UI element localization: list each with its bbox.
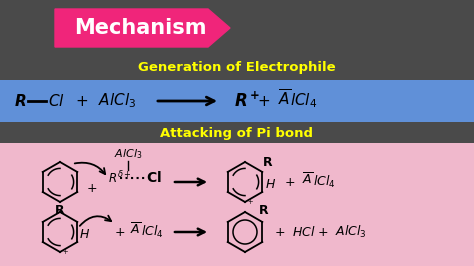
Text: $\mathbf{R}$: $\mathbf{R}$ bbox=[258, 203, 269, 217]
Text: Attacking of Pi bond: Attacking of Pi bond bbox=[161, 127, 313, 139]
Text: $lCl_4$: $lCl_4$ bbox=[141, 224, 164, 240]
Bar bbox=[0, 143, 474, 266]
Text: $HCl$: $HCl$ bbox=[292, 225, 316, 239]
Text: Mechanism: Mechanism bbox=[74, 18, 206, 38]
Text: $H$: $H$ bbox=[265, 177, 276, 190]
Text: $\bfit{R}$: $\bfit{R}$ bbox=[14, 93, 27, 109]
Text: $^+$: $^+$ bbox=[246, 199, 254, 209]
Text: $\overline{A}$: $\overline{A}$ bbox=[130, 222, 141, 238]
Text: $R^{\delta+}$: $R^{\delta+}$ bbox=[108, 170, 132, 186]
Text: $\bfit{R}^+$: $\bfit{R}^+$ bbox=[234, 91, 260, 111]
Text: $AlCl_3$: $AlCl_3$ bbox=[98, 92, 136, 110]
Text: $AlCl_3$: $AlCl_3$ bbox=[335, 224, 367, 240]
Text: $+$: $+$ bbox=[75, 94, 89, 109]
Text: $+$: $+$ bbox=[257, 94, 271, 109]
Text: $^+$: $^+$ bbox=[61, 249, 69, 259]
FancyArrow shape bbox=[55, 9, 230, 47]
Text: $\mathbf{R}$: $\mathbf{R}$ bbox=[262, 156, 273, 168]
Text: $\overline{A}$: $\overline{A}$ bbox=[278, 89, 291, 109]
Text: $+$: $+$ bbox=[114, 226, 126, 239]
Text: $AlCl_3$: $AlCl_3$ bbox=[114, 147, 142, 161]
Text: $\mathbf{R}$: $\mathbf{R}$ bbox=[54, 203, 65, 217]
Text: $H$: $H$ bbox=[79, 227, 90, 240]
Text: $+$: $+$ bbox=[284, 176, 296, 189]
Text: $\overline{A}$: $\overline{A}$ bbox=[302, 172, 313, 188]
Text: $+$: $+$ bbox=[274, 226, 286, 239]
Text: $lCl_4$: $lCl_4$ bbox=[290, 92, 317, 110]
Bar bbox=[0, 80, 474, 122]
Text: $\mathbf{Cl}$: $\mathbf{Cl}$ bbox=[146, 171, 162, 185]
Text: Generation of Electrophile: Generation of Electrophile bbox=[138, 61, 336, 74]
Text: $+$: $+$ bbox=[86, 181, 98, 194]
Text: $Cl$: $Cl$ bbox=[48, 93, 65, 109]
Text: $lCl_4$: $lCl_4$ bbox=[313, 174, 336, 190]
Text: $+$: $+$ bbox=[318, 226, 328, 239]
